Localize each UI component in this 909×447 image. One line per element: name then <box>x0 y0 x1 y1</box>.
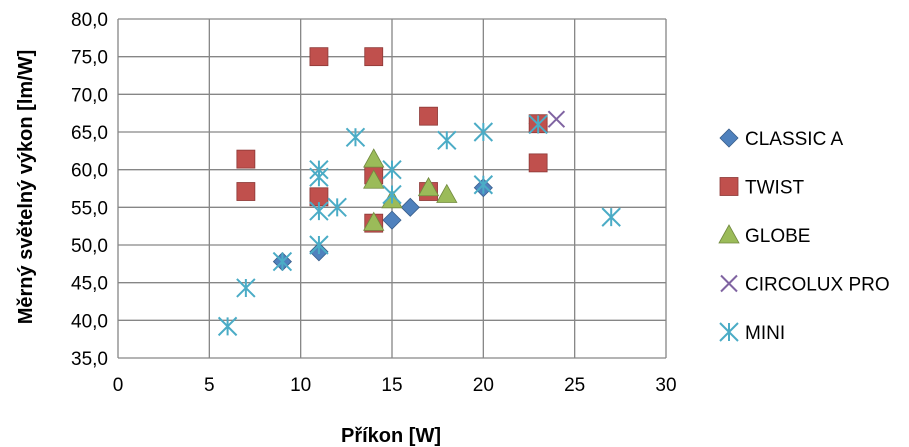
x-tick-labels: 0 5 10 15 20 25 30 <box>113 375 677 396</box>
point-circolux-pro <box>547 110 566 128</box>
x-tick-label: 20 <box>473 375 494 396</box>
y-tick-labels: 35,0 40,0 45,0 50,0 55,0 60,0 65,0 70,0 75,0 80,0 <box>71 10 108 370</box>
point-classic-a <box>400 197 420 217</box>
point-globe <box>417 176 440 197</box>
legend-item-twist: TWIST <box>719 177 804 199</box>
legend-label: CLASSIC A <box>745 129 844 150</box>
y-tick-label: 40,0 <box>71 311 108 332</box>
x-tick-label: 0 <box>113 375 124 396</box>
legend-label: CIRCOLUX PRO <box>745 275 890 296</box>
legend-marker-twist <box>719 177 739 196</box>
y-tick-label: 60,0 <box>71 161 108 182</box>
legend-item-globe: GLOBE <box>718 224 810 247</box>
point-globe <box>363 148 385 168</box>
legend-item-mini: MINI <box>719 322 785 344</box>
point-globe <box>363 211 385 231</box>
x-tick-label: 5 <box>204 375 215 396</box>
y-tick-label: 50,0 <box>71 236 108 257</box>
x-axis-title: Příkon [W] <box>341 425 441 447</box>
legend-marker-globe <box>718 224 740 244</box>
y-tick-label: 55,0 <box>71 198 108 219</box>
y-tick-label: 75,0 <box>71 48 108 69</box>
point-mini <box>327 197 347 218</box>
point-classic-a <box>382 210 402 230</box>
point-mini <box>272 251 293 272</box>
point-mini <box>528 114 548 135</box>
data-points <box>217 47 621 337</box>
x-tick-label: 30 <box>655 375 676 396</box>
legend-marker-classic-a <box>719 128 739 148</box>
point-twist <box>528 153 548 173</box>
point-mini <box>473 175 494 195</box>
legend: CLASSIC A TWIST GLOBE CIRCOLUX PRO MINI <box>718 128 890 344</box>
point-mini <box>217 316 238 337</box>
x-tick-label: 25 <box>564 375 585 396</box>
point-mini <box>473 122 494 142</box>
legend-marker-circolux-pro <box>720 274 738 293</box>
y-tick-label: 80,0 <box>71 10 108 31</box>
legend-label: TWIST <box>745 178 804 199</box>
point-mini <box>309 201 329 221</box>
point-mini <box>345 127 366 147</box>
point-twist <box>364 47 384 67</box>
legend-item-circolux-pro: CIRCOLUX PRO <box>720 274 890 296</box>
x-tick-label: 10 <box>290 375 311 396</box>
legend-marker-mini <box>719 322 739 342</box>
point-mini <box>236 278 256 298</box>
y-tick-label: 65,0 <box>71 123 108 144</box>
legend-label: MINI <box>745 323 785 344</box>
point-mini <box>309 235 329 255</box>
y-tick-label: 35,0 <box>71 349 108 370</box>
legend-label: GLOBE <box>745 226 810 247</box>
point-mini <box>382 159 402 180</box>
point-mini <box>309 167 329 187</box>
point-twist <box>236 149 256 169</box>
point-twist <box>236 182 256 201</box>
point-mini <box>601 207 621 227</box>
point-mini <box>437 130 457 150</box>
point-globe <box>363 169 385 189</box>
y-axis-title: Měrný světelný výkon [lm/W] <box>15 50 37 325</box>
y-tick-label: 45,0 <box>71 274 108 295</box>
legend-item-classic-a: CLASSIC A <box>719 128 844 150</box>
x-tick-label: 15 <box>381 375 402 396</box>
point-globe <box>436 183 458 203</box>
point-twist <box>419 106 438 126</box>
y-tick-label: 70,0 <box>71 85 108 106</box>
point-twist <box>309 47 329 67</box>
point-mini <box>382 184 402 205</box>
